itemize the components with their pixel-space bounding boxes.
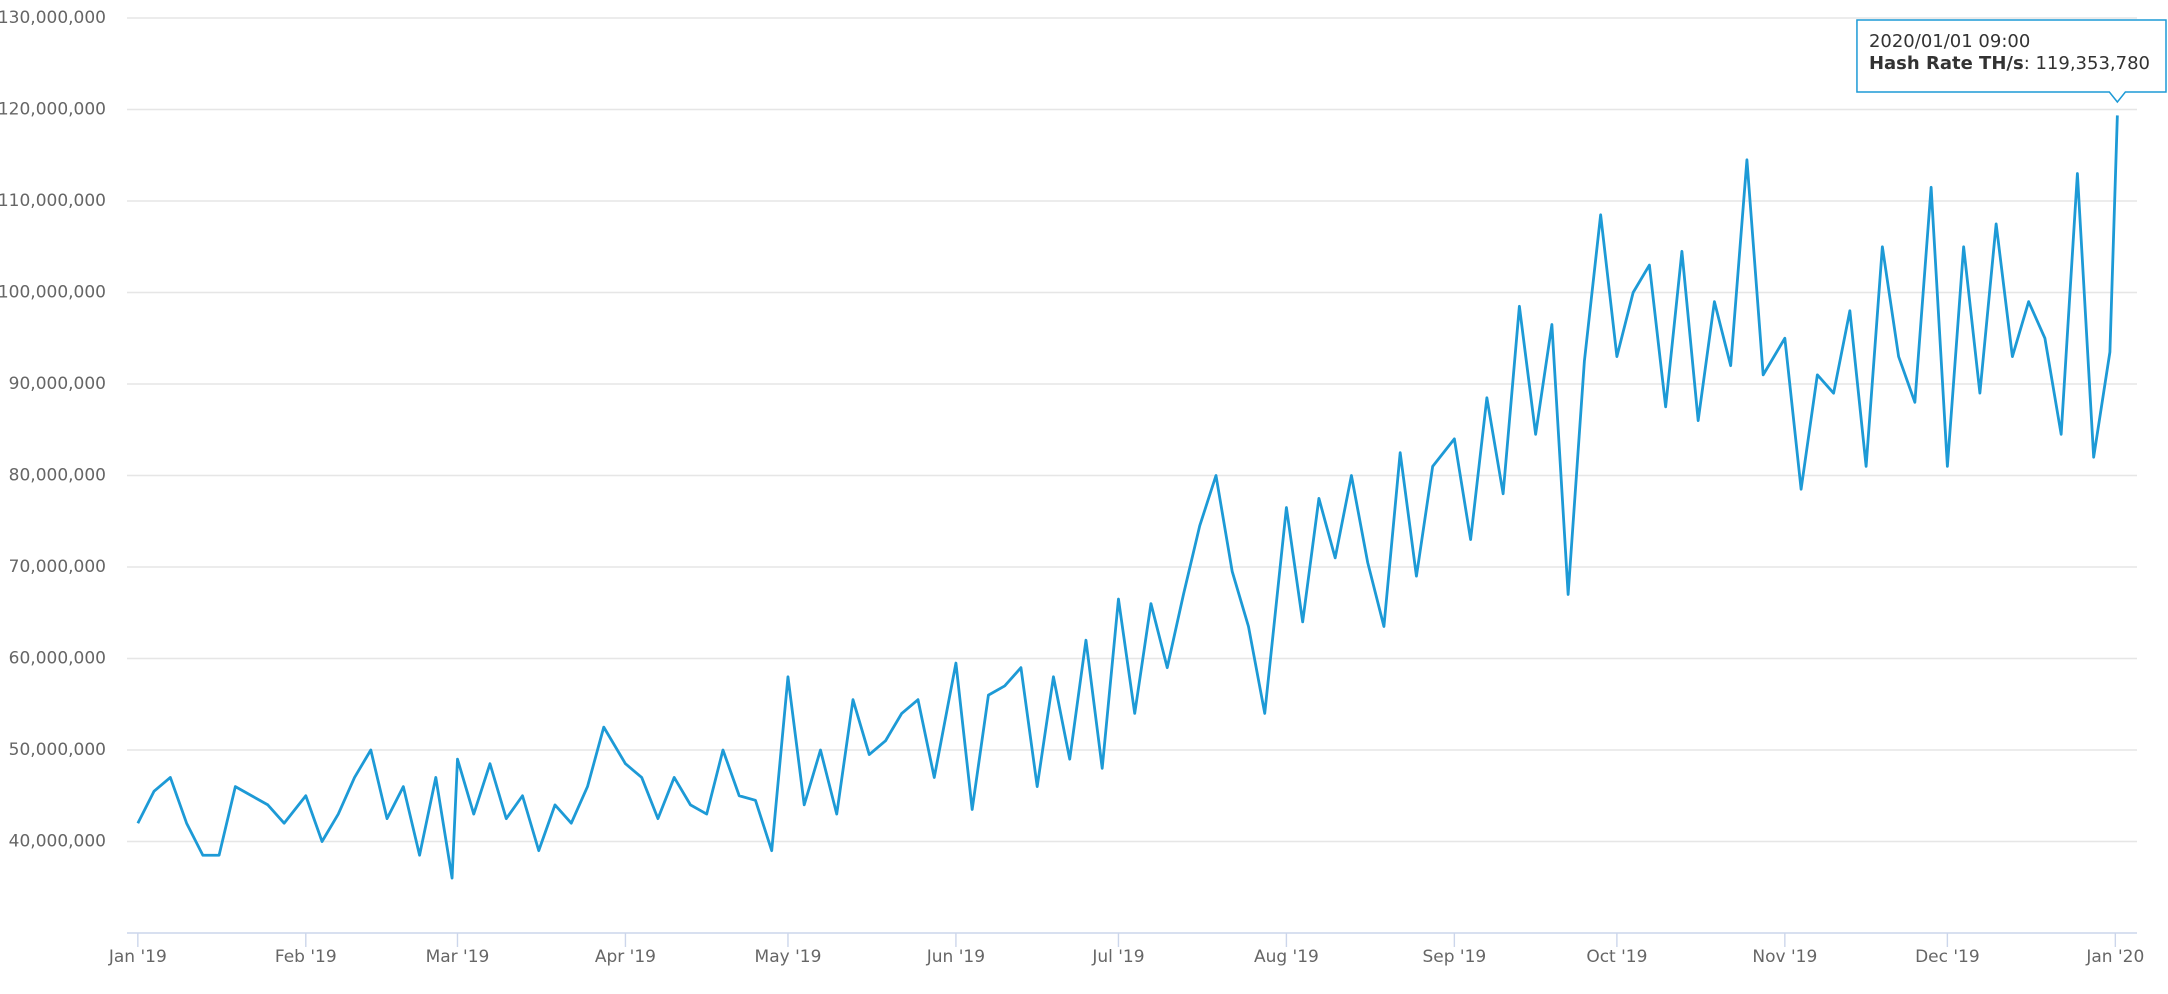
x-tick-label: Feb '19 — [275, 947, 337, 967]
y-tick-label: 120,000,000 — [0, 100, 106, 120]
x-tick-label: Oct '19 — [1586, 947, 1647, 967]
y-tick-label: 40,000,000 — [9, 832, 106, 852]
tooltip-series-name: Hash Rate TH/s — [1869, 53, 2024, 74]
plot — [136, 115, 2119, 880]
x-tick-label: Apr '19 — [595, 947, 656, 967]
x-tick-label: Jun '19 — [926, 947, 985, 967]
x-tick-label: Aug '19 — [1254, 947, 1319, 967]
x-tick-label: Sep '19 — [1422, 947, 1486, 967]
series-line — [136, 115, 2119, 880]
tooltip: 2020/01/01 09:00 Hash Rate TH/s: 119,353… — [1856, 19, 2167, 104]
y-tick-label: 110,000,000 — [0, 191, 106, 211]
x-tick-label: Dec '19 — [1915, 947, 1980, 967]
y-tick-label: 70,000,000 — [9, 557, 106, 577]
grid: 40,000,000 50,000,000 60,000,000 70,000,000… — [0, 8, 2144, 967]
y-tick-label: 90,000,000 — [9, 374, 106, 394]
x-tick-label: Mar '19 — [426, 947, 490, 967]
tooltip-value-label: : 119,353,780 — [2024, 53, 2150, 74]
x-tick-label: Jul '19 — [1091, 947, 1144, 967]
y-tick-label: 50,000,000 — [9, 740, 106, 760]
tooltip-date: 2020/01/01 09:00 — [1869, 31, 2030, 52]
y-tick-label: 60,000,000 — [9, 649, 106, 669]
y-tick-label: 80,000,000 — [9, 466, 106, 486]
tooltip-box — [1856, 19, 2167, 104]
tooltip-value: Hash Rate TH/s: 119,353,780 — [1869, 53, 2150, 74]
y-tick-label: 100,000,000 — [0, 283, 106, 303]
x-tick-label: Jan '19 — [108, 947, 167, 967]
y-tick-label: 130,000,000 — [0, 8, 106, 28]
x-tick-label: Nov '19 — [1752, 947, 1817, 967]
x-tick-label: May '19 — [755, 947, 822, 967]
x-tick-label: Jan '20 — [2085, 947, 2144, 967]
